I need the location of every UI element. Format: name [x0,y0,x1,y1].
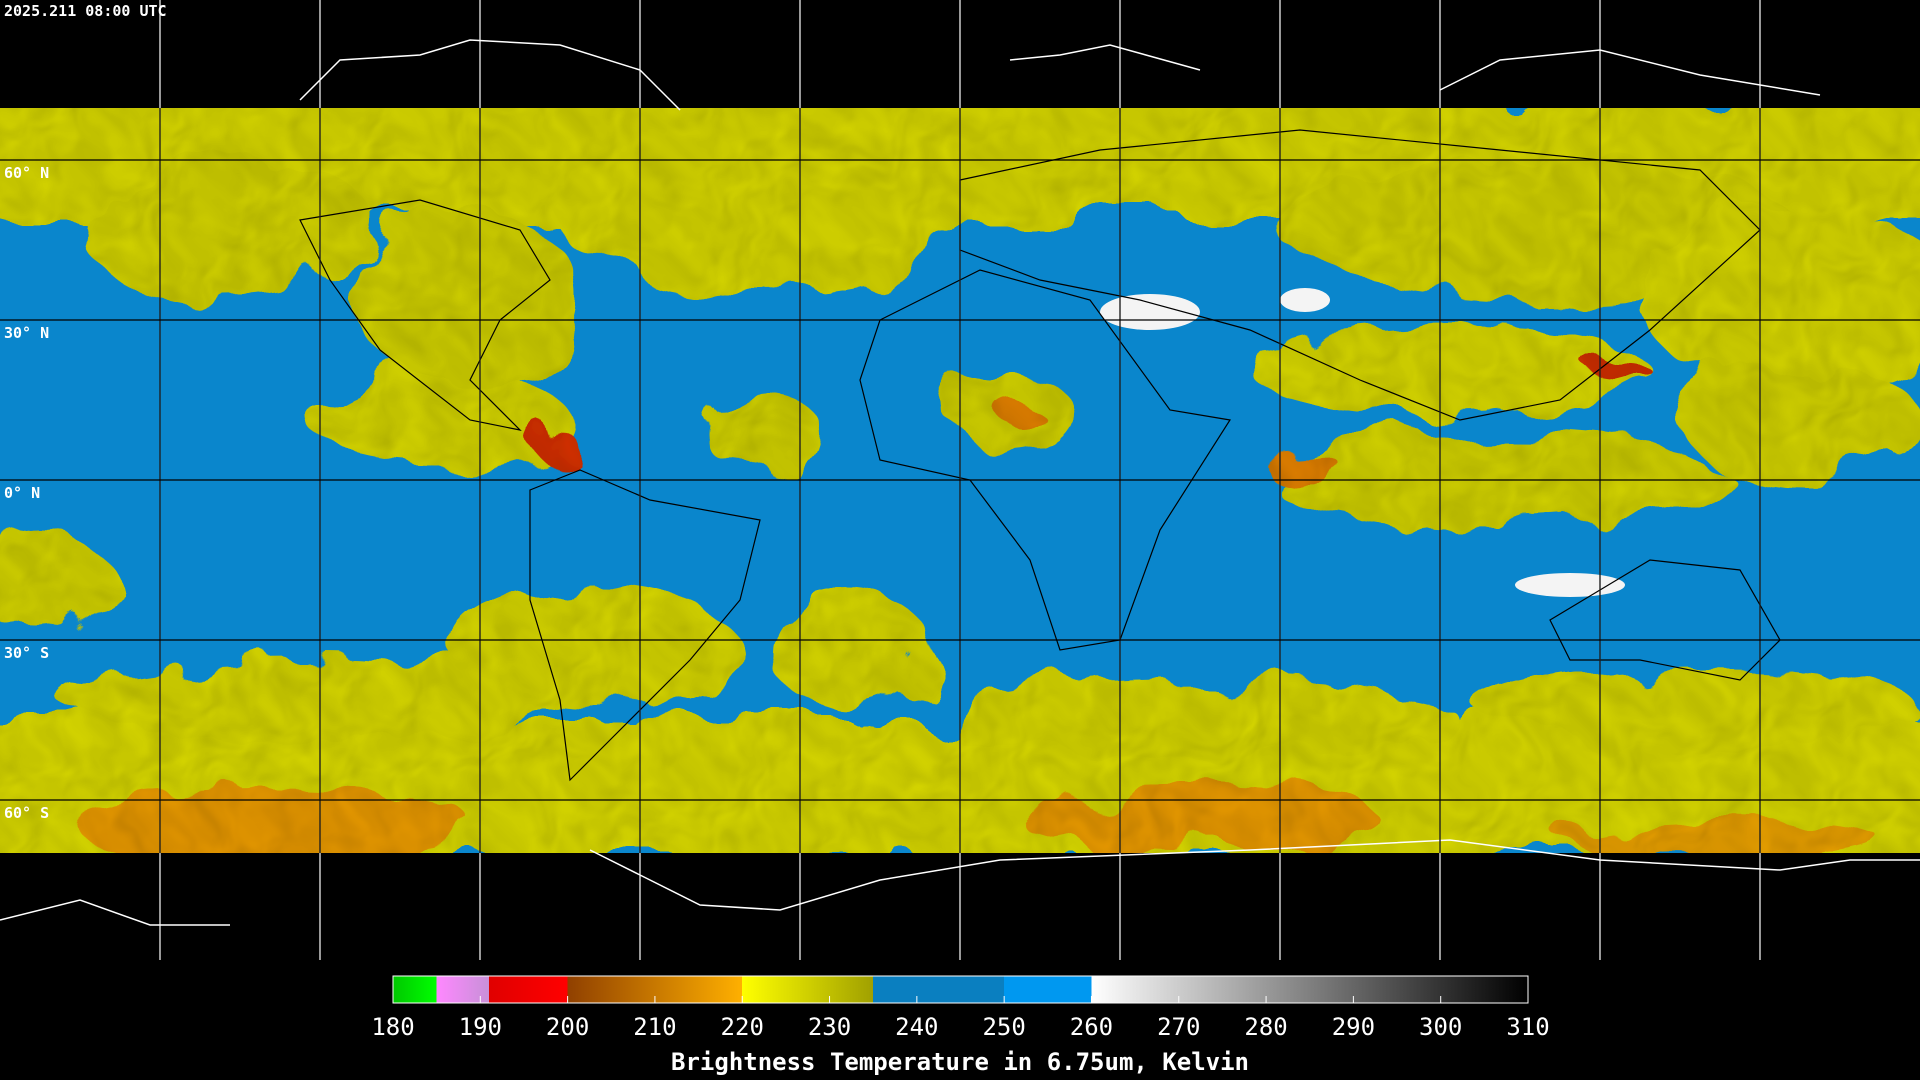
timestamp: 2025.211 08:00 UTC [4,2,167,20]
eurasia [959,129,1761,421]
latitude-label: 30° S [4,644,49,662]
antarctic-coast [0,899,230,926]
latitude-label: 30° N [4,324,49,342]
warm-spot [1100,294,1200,330]
colorbar-tick-label: 240 [895,1013,938,1041]
colorbar-tick-label: 190 [459,1013,502,1041]
latitude-label: 60° S [4,804,49,822]
latitude-labels: 60° N 30° N 0° N 30° S 60° S [4,164,49,822]
colorbar-tick-label: 280 [1244,1013,1287,1041]
graticule [0,0,1920,960]
colorbar-tick-label: 290 [1332,1013,1375,1041]
colorbar-title: Brightness Temperature in 6.75um, Kelvin [671,1048,1249,1076]
south-america [529,469,761,782]
colorbar-tick-label: 310 [1506,1013,1549,1041]
antarctic-coast [589,839,1920,911]
colorbar-tick-label: 260 [1070,1013,1113,1041]
warm-spot [1280,288,1330,312]
latitude-label: 0° N [4,484,40,502]
north-america [299,199,551,431]
latitude-label: 60° N [4,164,49,182]
colorbar-tick-label: 250 [982,1013,1025,1041]
colorbar-tick-label: 230 [808,1013,851,1041]
colorbar-tick-label: 300 [1419,1013,1462,1041]
colorbar-tick-label: 220 [721,1013,764,1041]
arctic-coast [1009,44,1201,71]
colorbar-tick-label: 180 [371,1013,414,1041]
colorbar-tick-label: 270 [1157,1013,1200,1041]
colorbar-tick-label: 210 [633,1013,676,1041]
colorbar-tick-label: 200 [546,1013,589,1041]
colorbar-ticks: 180 190 200 210 220 230 240 250 260 270 280 290 300 3… [371,996,1550,1041]
colorbar [392,975,1529,1004]
